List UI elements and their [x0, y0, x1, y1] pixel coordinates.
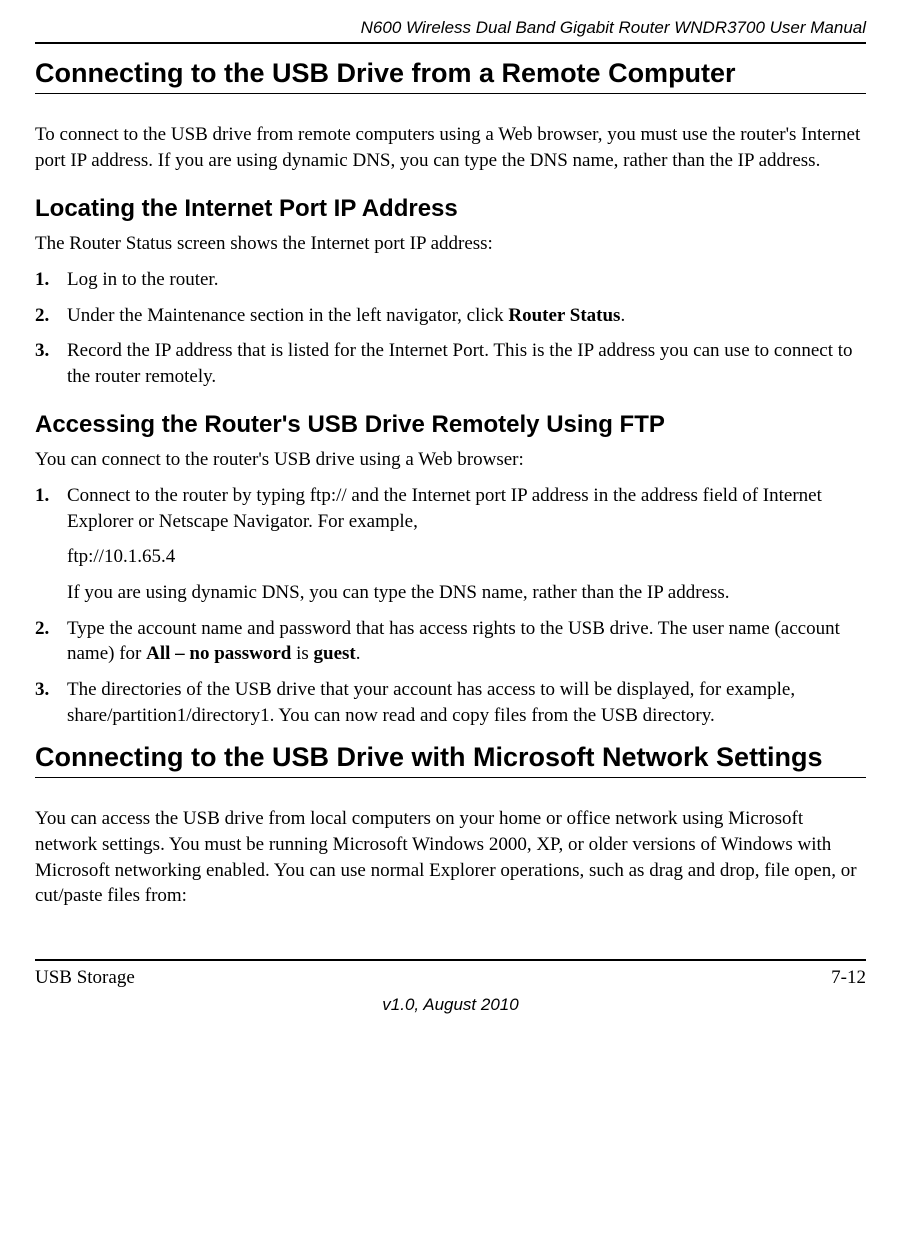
step-record-ip: Record the IP address that is listed for… — [35, 338, 866, 389]
heading-microsoft-network: Connecting to the USB Drive with Microso… — [35, 742, 866, 773]
step-login: Log in to the router. — [35, 267, 866, 293]
document-header-title: N600 Wireless Dual Band Gigabit Router W… — [35, 18, 866, 38]
footer-page-number: 7-12 — [831, 967, 866, 989]
footer-version: v1.0, August 2010 — [35, 995, 866, 1015]
guest-bold: guest — [314, 643, 356, 664]
footer-row: USB Storage 7-12 — [35, 967, 866, 989]
steps-locating-ip: Log in to the router. Under the Maintena… — [35, 267, 866, 390]
router-status-bold: Router Status — [508, 305, 620, 326]
footer-section-name: USB Storage — [35, 967, 135, 989]
heading-locating-ip: Locating the Internet Port IP Address — [35, 195, 866, 223]
step-text-end: . — [620, 305, 625, 326]
step-ftp-connect: Connect to the router by typing ftp:// a… — [35, 483, 866, 606]
ftp-example-url: ftp://10.1.65.4 — [67, 544, 866, 570]
heading-rule-2 — [35, 777, 866, 778]
ftp-dns-note: If you are using dynamic DNS, you can ty… — [67, 580, 866, 606]
steps-ftp: Connect to the router by typing ftp:// a… — [35, 483, 866, 728]
paragraph-microsoft-intro: You can access the USB drive from local … — [35, 806, 866, 909]
paragraph-remote-intro: To connect to the USB drive from remote … — [35, 122, 866, 173]
step-text: Connect to the router by typing ftp:// a… — [67, 485, 822, 532]
step-ftp-credentials: Type the account name and password that … — [35, 616, 866, 667]
heading-connecting-remote: Connecting to the USB Drive from a Remot… — [35, 58, 866, 89]
footer-rule — [35, 959, 866, 961]
all-no-password-bold: All – no password — [146, 643, 291, 664]
step-ftp-directories: The directories of the USB drive that yo… — [35, 677, 866, 728]
heading-accessing-ftp: Accessing the Router's USB Drive Remotel… — [35, 411, 866, 439]
paragraph-ftp-lead: You can connect to the router's USB driv… — [35, 447, 866, 473]
heading-rule-1 — [35, 93, 866, 94]
step-router-status: Under the Maintenance section in the lef… — [35, 303, 866, 329]
step-text-mid: is — [291, 643, 313, 664]
header-rule — [35, 42, 866, 44]
step-text: Under the Maintenance section in the lef… — [67, 305, 508, 326]
paragraph-locating-lead: The Router Status screen shows the Inter… — [35, 231, 866, 257]
step-text-end: . — [356, 643, 361, 664]
